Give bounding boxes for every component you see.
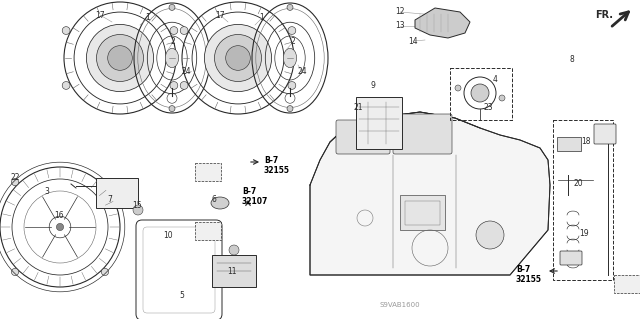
Circle shape	[86, 24, 154, 92]
FancyBboxPatch shape	[336, 120, 390, 154]
Text: 14: 14	[408, 36, 418, 46]
Bar	[356, 97, 402, 149]
Circle shape	[499, 95, 505, 101]
Bar	[96, 178, 138, 208]
Text: 8: 8	[570, 56, 574, 64]
Circle shape	[12, 178, 19, 186]
Circle shape	[287, 4, 293, 11]
Bar	[195, 163, 221, 181]
Text: 11: 11	[227, 268, 237, 277]
FancyBboxPatch shape	[393, 114, 452, 154]
Text: 3: 3	[45, 188, 49, 197]
Text: 18: 18	[581, 137, 591, 146]
Circle shape	[12, 268, 19, 276]
Text: S9VAB1600: S9VAB1600	[380, 302, 420, 308]
Circle shape	[62, 26, 70, 34]
Text: 23: 23	[483, 103, 493, 113]
Text: B-7
32155: B-7 32155	[264, 156, 290, 175]
Text: 1: 1	[260, 13, 264, 23]
Polygon shape	[415, 8, 470, 38]
Circle shape	[169, 4, 175, 11]
Circle shape	[170, 82, 178, 89]
Bar	[614, 275, 640, 293]
Text: 16: 16	[54, 211, 64, 219]
Circle shape	[101, 178, 109, 186]
Circle shape	[476, 221, 504, 249]
Text: 22: 22	[10, 173, 20, 182]
Bar	[212, 255, 256, 287]
Text: 6: 6	[212, 196, 216, 204]
Text: B-7
32107: B-7 32107	[242, 187, 268, 206]
Ellipse shape	[284, 48, 297, 68]
Circle shape	[170, 26, 178, 34]
Bar	[405, 201, 440, 225]
Circle shape	[133, 205, 143, 215]
Circle shape	[108, 46, 132, 70]
Circle shape	[180, 82, 188, 89]
Circle shape	[56, 223, 63, 231]
Text: 9: 9	[371, 81, 376, 91]
Text: 19: 19	[579, 228, 589, 238]
Ellipse shape	[211, 197, 229, 209]
FancyBboxPatch shape	[557, 137, 581, 151]
Text: 12: 12	[396, 8, 404, 17]
Bar	[553, 120, 613, 280]
Text: 5: 5	[180, 292, 184, 300]
Circle shape	[169, 106, 175, 112]
Circle shape	[62, 82, 70, 89]
Circle shape	[97, 34, 143, 82]
Bar	[195, 222, 221, 240]
Text: 17: 17	[215, 11, 225, 19]
Bar	[400, 195, 445, 230]
Text: 13: 13	[395, 21, 405, 31]
Text: 1: 1	[146, 13, 150, 23]
Text: B-7
32155: B-7 32155	[516, 265, 542, 285]
Bar	[450, 68, 512, 120]
Circle shape	[287, 106, 293, 112]
Text: 21: 21	[353, 103, 363, 113]
Text: 17: 17	[95, 11, 105, 19]
Text: 20: 20	[573, 179, 583, 188]
FancyBboxPatch shape	[594, 124, 616, 144]
Circle shape	[288, 26, 296, 34]
Circle shape	[288, 82, 296, 89]
Text: 7: 7	[108, 196, 113, 204]
Text: 2: 2	[171, 38, 175, 47]
Text: 4: 4	[493, 76, 497, 85]
Circle shape	[180, 26, 188, 34]
Circle shape	[229, 245, 239, 255]
Text: 2: 2	[291, 38, 296, 47]
Text: 10: 10	[163, 231, 173, 240]
Text: 15: 15	[132, 202, 142, 211]
FancyBboxPatch shape	[560, 251, 582, 265]
Circle shape	[455, 85, 461, 91]
Circle shape	[226, 46, 250, 70]
Text: 24: 24	[181, 68, 191, 77]
Polygon shape	[310, 112, 550, 275]
Circle shape	[204, 24, 271, 92]
Circle shape	[101, 268, 109, 276]
Text: FR.: FR.	[595, 10, 613, 20]
Circle shape	[471, 84, 489, 102]
Text: 24: 24	[297, 68, 307, 77]
Circle shape	[214, 34, 262, 82]
Ellipse shape	[165, 48, 179, 68]
